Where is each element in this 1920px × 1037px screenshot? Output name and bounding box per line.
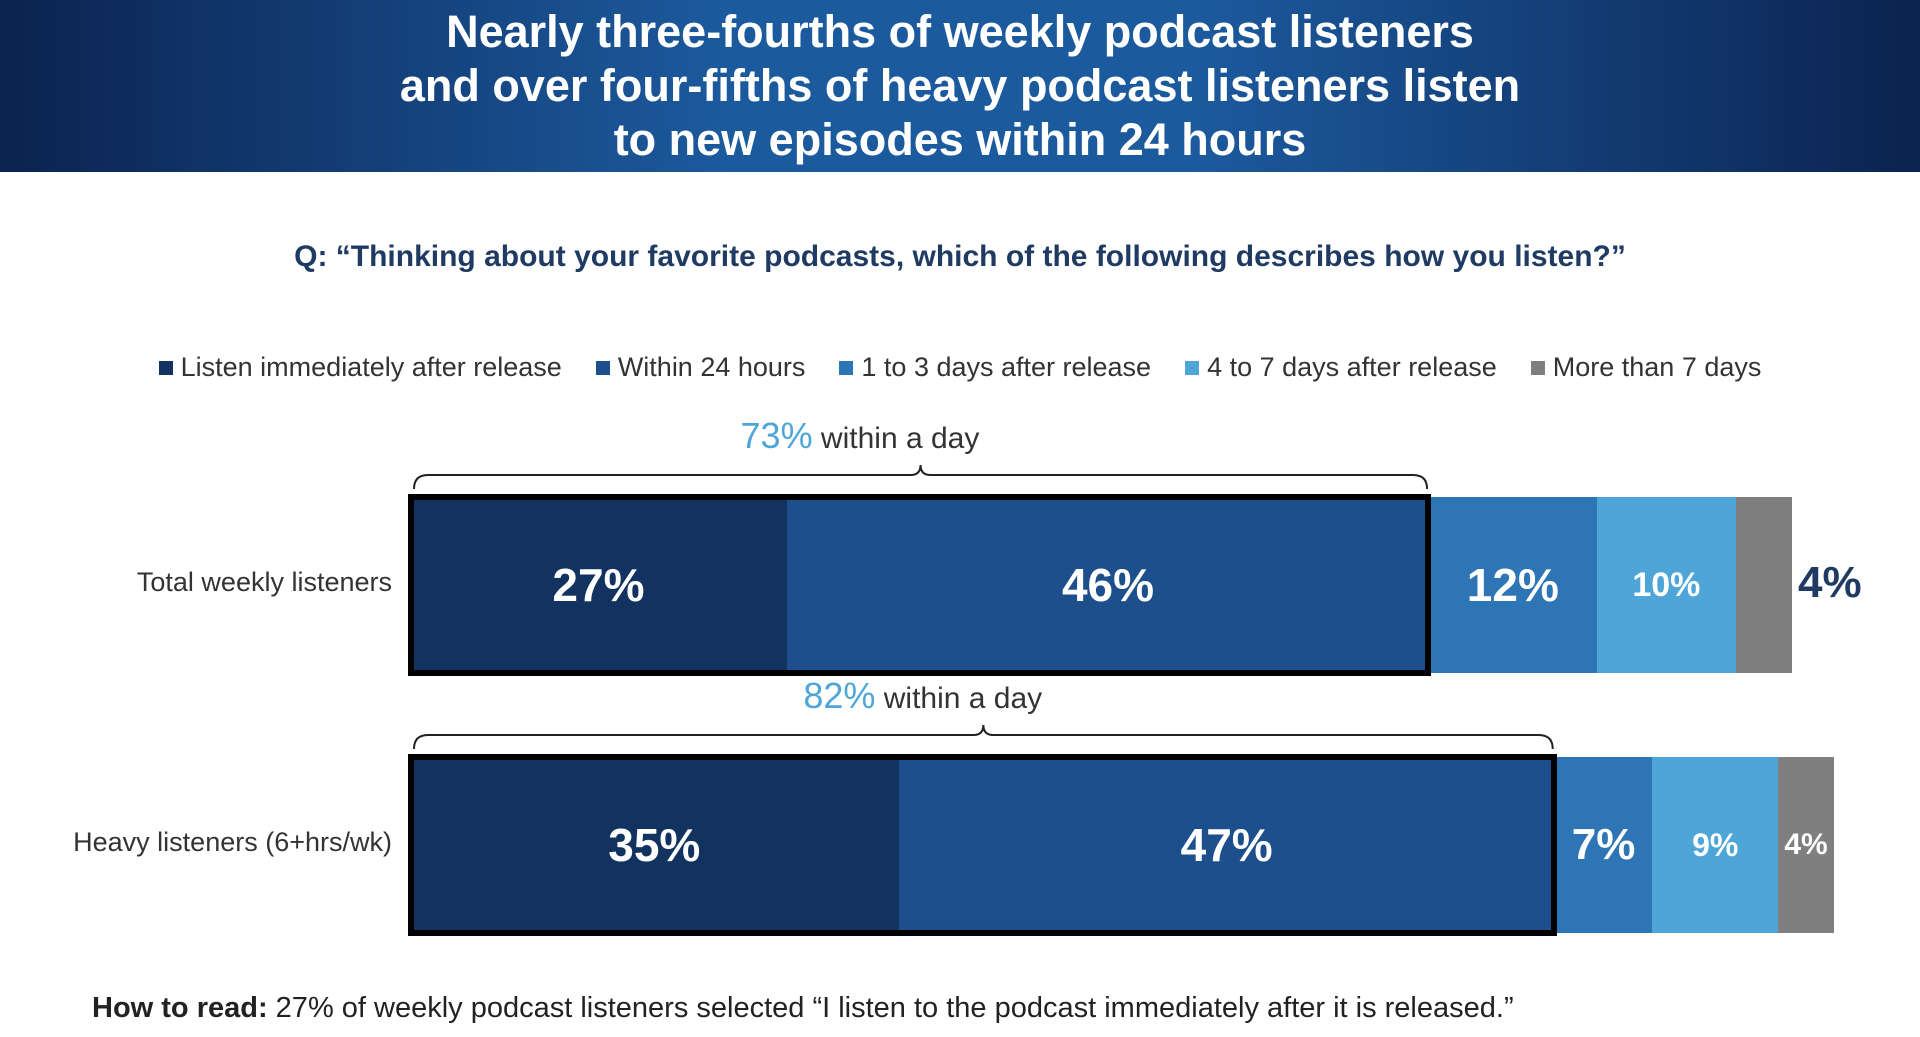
- row-label: Heavy listeners (6+hrs/wk): [73, 827, 392, 857]
- legend-swatch: [595, 360, 610, 375]
- bar-segment: 27%: [410, 497, 787, 673]
- data-label: 9%: [1692, 826, 1739, 863]
- legend-swatch: [839, 360, 854, 375]
- within-a-day-annotation: 82% within a day: [803, 675, 1042, 717]
- legend-item: 1 to 3 days after release: [839, 352, 1151, 383]
- legend-item: Listen immediately after release: [158, 352, 562, 383]
- legend-swatch: [158, 360, 173, 375]
- survey-question: Q: “Thinking about your favorite podcast…: [294, 240, 1626, 273]
- bar-segment: 46%: [786, 497, 1430, 673]
- data-label: 4%: [1798, 557, 1862, 607]
- legend-item: 4 to 7 days after release: [1185, 352, 1497, 383]
- data-label: 4%: [1784, 828, 1828, 861]
- within-a-day-text: within a day: [812, 422, 980, 455]
- bar-segment: 4%: [1778, 757, 1834, 933]
- bar-segment: 9%: [1652, 757, 1779, 933]
- data-label: 10%: [1632, 565, 1701, 604]
- legend-label: More than 7 days: [1552, 352, 1762, 382]
- bar-segment: 47%: [898, 757, 1555, 933]
- within-a-day-percent: 73%: [740, 415, 813, 456]
- bar-segment: 7%: [1554, 757, 1653, 933]
- legend-item: More than 7 days: [1530, 352, 1762, 383]
- legend: Listen immediately after release Within 2…: [0, 352, 1920, 383]
- within-a-day-text: within a day: [875, 682, 1043, 715]
- row-label: Total weekly listeners: [136, 567, 392, 597]
- legend-label: Within 24 hours: [617, 352, 806, 382]
- within-a-day-annotation: 73% within a day: [741, 415, 980, 457]
- title-banner: Nearly three-fourths of weekly podcast l…: [0, 0, 1920, 172]
- chart-title: Nearly three-fourths of weekly podcast l…: [399, 6, 1521, 165]
- how-to-read-label: How to read:: [92, 992, 268, 1024]
- data-label: 7%: [1571, 820, 1636, 869]
- bar-segment: 35%: [410, 757, 899, 933]
- legend-item: Within 24 hours: [595, 352, 806, 383]
- how-to-read-text: 27% of weekly podcast listeners selected…: [267, 992, 1514, 1024]
- data-label: 47%: [1180, 819, 1273, 871]
- legend-label: Listen immediately after release: [180, 352, 562, 382]
- within-a-day-percent: 82%: [803, 675, 876, 716]
- data-label: 46%: [1061, 559, 1155, 611]
- bar-segment: [1736, 497, 1793, 673]
- curly-bracket: [413, 464, 1429, 490]
- data-label: 27%: [552, 559, 645, 611]
- curly-bracket: [413, 724, 1554, 750]
- legend-label: 1 to 3 days after release: [861, 352, 1152, 382]
- data-label: 35%: [608, 819, 701, 871]
- legend-swatch: [1185, 360, 1200, 375]
- data-label: 12%: [1466, 559, 1559, 611]
- how-to-read-note: How to read: 27% of weekly podcast liste…: [92, 992, 1514, 1025]
- bar-segment: 12%: [1429, 497, 1597, 673]
- legend-label: 4 to 7 days after release: [1207, 352, 1497, 382]
- legend-swatch: [1530, 360, 1545, 375]
- bar-segment: 10%: [1596, 497, 1737, 673]
